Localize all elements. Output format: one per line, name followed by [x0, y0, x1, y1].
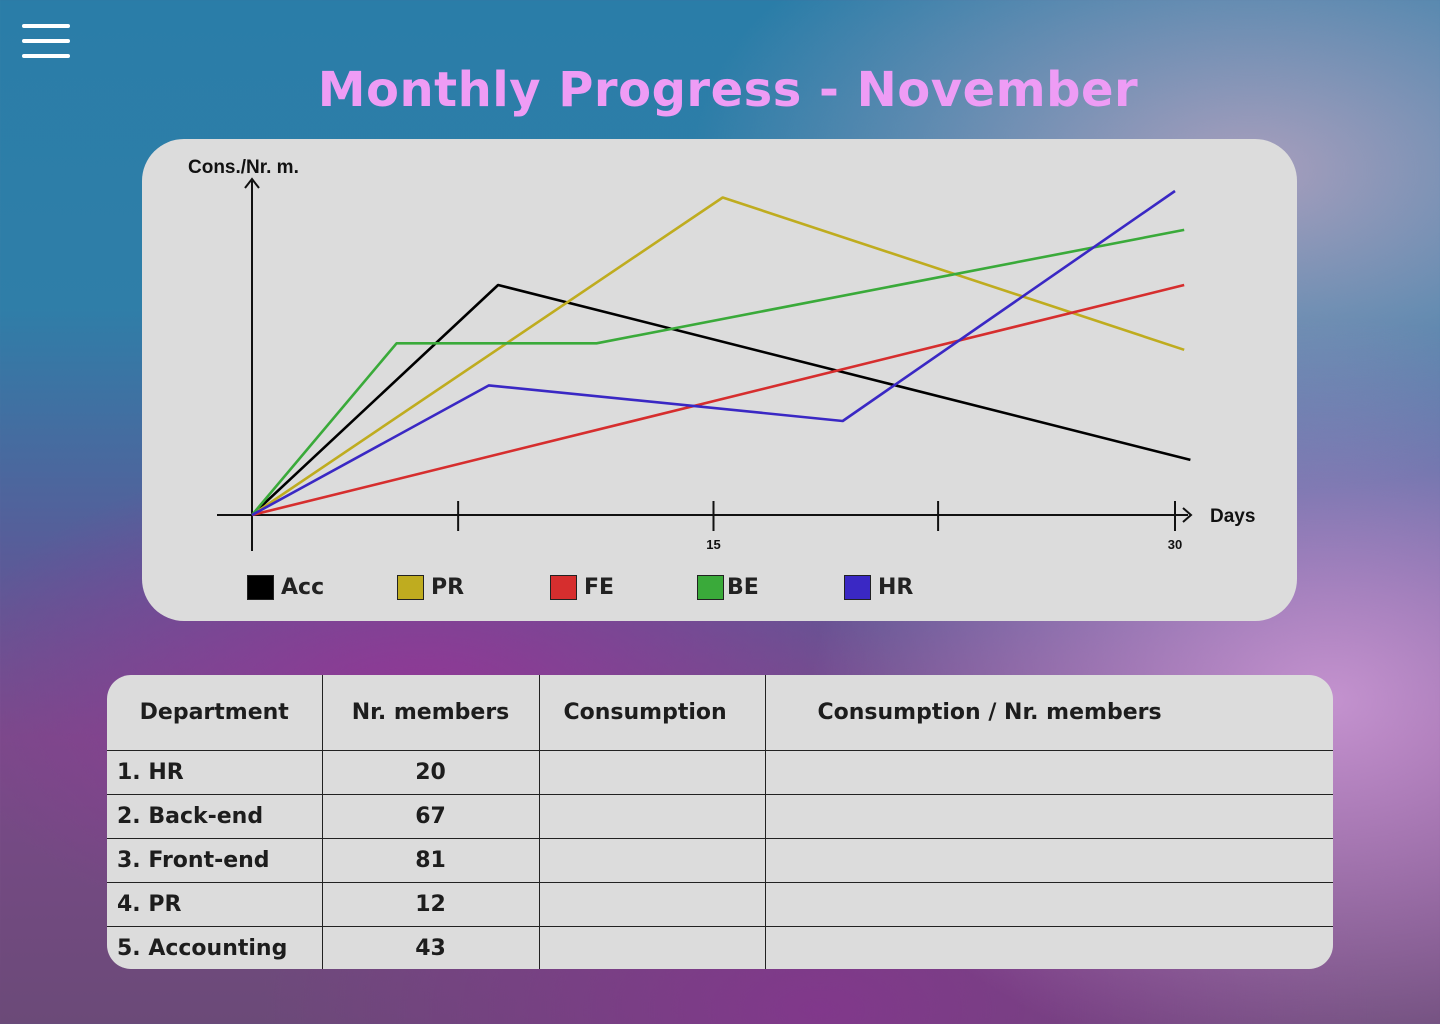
legend-item-be: BE — [697, 572, 759, 602]
legend-swatch-acc — [247, 574, 274, 600]
legend-swatch-pr — [397, 574, 424, 600]
legend-label-be: BE — [727, 574, 759, 600]
cell-department: 1. HR — [107, 750, 322, 795]
x-tick-label: 15 — [706, 537, 720, 552]
cell-consumption-per-member[interactable] — [764, 750, 1333, 795]
table-row: 3. Front-end 81 — [107, 838, 1333, 883]
cell-department: 5. Accounting — [117, 935, 288, 961]
cell-nr-members: 43 — [321, 926, 539, 969]
department-table-card: Department Nr. members Consumption Consu… — [107, 675, 1333, 969]
series-line-fe — [251, 283, 1185, 517]
cell-consumption[interactable] — [538, 838, 765, 883]
legend-label-pr: PR — [431, 574, 465, 600]
legend-swatch-fe — [550, 574, 577, 600]
cell-consumption[interactable] — [538, 794, 765, 839]
cell-consumption-per-member[interactable] — [764, 838, 1333, 883]
cell-department: 3. Front-end — [107, 838, 322, 883]
series-line-be — [251, 228, 1185, 516]
table-row: 5. Accounting 43 — [107, 926, 1333, 969]
legend-item-hr: HR — [844, 572, 913, 602]
series-line-acc — [251, 283, 1191, 516]
line-chart: Cons./Nr. m. Days 15 30 — [188, 157, 1255, 552]
x-axis-label: Days — [1210, 506, 1255, 527]
table-row: 2. Back-end 67 — [107, 794, 1333, 839]
cell-nr-members: 81 — [321, 838, 539, 883]
department-table: Department Nr. members Consumption Consu… — [107, 675, 1333, 969]
chart-card: Cons./Nr. m. Days 15 30 Acc PR FE BE HR — [142, 139, 1297, 621]
header-consumption-per-member: Consumption / Nr. members — [764, 675, 1333, 751]
cell-department: 4. PR — [107, 882, 322, 927]
chart-legend: Acc PR FE BE HR — [247, 572, 987, 602]
x-axis-arrow — [1182, 507, 1193, 523]
cell-consumption[interactable] — [538, 882, 765, 927]
cell-nr-members: 67 — [321, 794, 539, 839]
legend-label-hr: HR — [878, 574, 914, 600]
header-nr-members: Nr. members — [321, 675, 539, 751]
cell-nr-members: 20 — [321, 750, 539, 795]
cell-consumption[interactable] — [538, 750, 765, 795]
legend-label-fe: FE — [584, 574, 615, 600]
y-axis-label: Cons./Nr. m. — [188, 157, 299, 178]
x-tick-label: 30 — [1168, 537, 1182, 552]
legend-item-pr: PR — [397, 572, 464, 602]
legend-swatch-be — [697, 574, 724, 600]
legend-swatch-hr — [844, 574, 871, 600]
cell-consumption-per-member[interactable] — [764, 794, 1333, 839]
table-row: 1. HR 20 — [107, 750, 1333, 795]
legend-label-acc: Acc — [281, 574, 325, 600]
cell-nr-members: 12 — [321, 882, 539, 927]
hamburger-menu-icon[interactable] — [22, 24, 70, 62]
y-axis-arrow — [244, 177, 260, 189]
series-line-pr — [251, 196, 1185, 517]
table-header-row: Department Nr. members Consumption Consu… — [107, 675, 1333, 751]
legend-item-acc: Acc — [247, 572, 324, 602]
series-line-hr — [251, 189, 1176, 517]
header-department: Department — [107, 675, 322, 751]
cell-consumption-per-member[interactable] — [764, 926, 1333, 969]
table-row: 4. PR 12 — [107, 882, 1333, 927]
header-consumption: Consumption — [538, 675, 765, 751]
cell-department: 2. Back-end — [107, 794, 322, 839]
legend-item-fe: FE — [550, 572, 614, 602]
cell-consumption-per-member[interactable] — [764, 882, 1333, 927]
page-title: Monthly Progress - November — [317, 62, 1139, 118]
cell-consumption[interactable] — [538, 926, 765, 969]
